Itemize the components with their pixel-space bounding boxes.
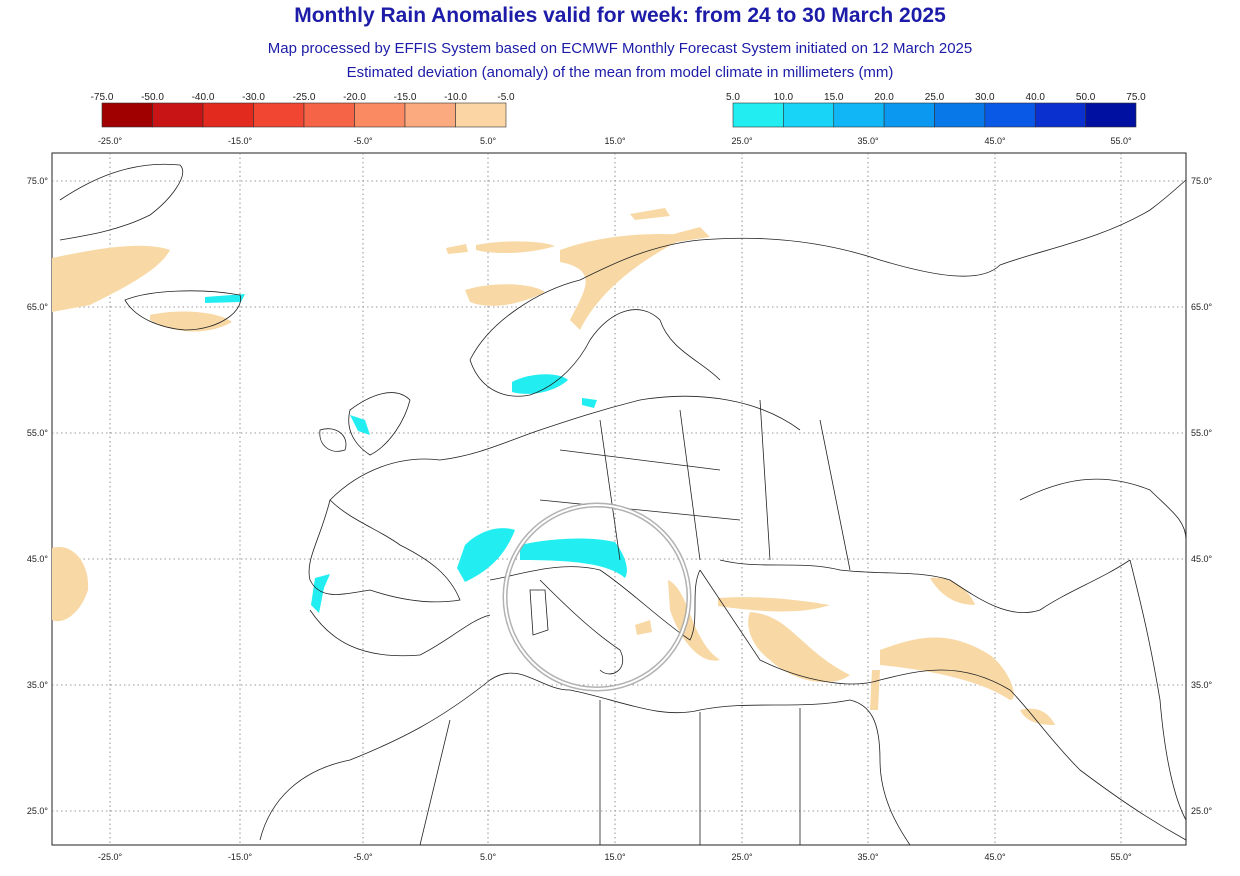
latitude-label: 75.0° — [27, 176, 49, 186]
legend-label: -5.0 — [497, 92, 515, 103]
legend-swatch — [1085, 102, 1137, 128]
longitude-label: 5.0° — [480, 852, 497, 862]
latitude-label: 25.0° — [1191, 806, 1213, 816]
title: Monthly Rain Anomalies valid for week: f… — [294, 4, 946, 27]
longitude-label: 15.0° — [604, 136, 626, 146]
legend-label: 20.0 — [874, 92, 894, 103]
legend-label: -15.0 — [394, 92, 417, 103]
legend-label: -20.0 — [343, 92, 366, 103]
legend-label: 75.0 — [1126, 92, 1146, 103]
legend-swatch — [404, 102, 456, 128]
latitude-label: 55.0° — [1191, 428, 1213, 438]
legend-swatch — [1034, 102, 1086, 128]
legend-swatch — [783, 102, 835, 128]
latitude-label: 75.0° — [1191, 176, 1213, 186]
legend-label: 5.0 — [726, 92, 740, 103]
legend-label: -50.0 — [141, 92, 164, 103]
latitude-label: 55.0° — [27, 428, 49, 438]
legend-swatch — [303, 102, 355, 128]
latitude-label: 35.0° — [1191, 680, 1213, 690]
longitude-label: 55.0° — [1110, 852, 1132, 862]
legend-swatch — [202, 102, 254, 128]
dry-anomalies — [52, 208, 1055, 725]
legend-swatch — [984, 102, 1036, 128]
longitude-label: 45.0° — [984, 852, 1006, 862]
latitude-label: 45.0° — [27, 554, 49, 564]
longitude-label: -5.0° — [353, 136, 373, 146]
legend-swatch — [934, 102, 986, 128]
latitude-label: 65.0° — [27, 302, 49, 312]
legend-label: 15.0 — [824, 92, 844, 103]
coastlines — [59, 163, 1187, 846]
longitude-label: -25.0° — [98, 136, 123, 146]
subtitle: Estimated deviation (anomaly) of the mea… — [347, 64, 894, 81]
legend-swatch — [253, 102, 305, 128]
legend-label: 10.0 — [774, 92, 794, 103]
longitude-label: 25.0° — [731, 852, 753, 862]
legend-swatch — [883, 102, 935, 128]
subtitle: Map processed by EFFIS System based on E… — [268, 40, 972, 57]
longitude-label: 15.0° — [604, 852, 626, 862]
legend-swatch — [152, 102, 204, 128]
legend-label: -40.0 — [192, 92, 215, 103]
legend-label: -10.0 — [444, 92, 467, 103]
legend-swatch — [455, 102, 507, 128]
legend-label: -75.0 — [91, 92, 114, 103]
latitude-label: 65.0° — [1191, 302, 1213, 312]
legend-label: 30.0 — [975, 92, 995, 103]
highlight-circle-inner — [504, 504, 690, 690]
wet-anomalies — [205, 294, 627, 613]
longitude-label: 35.0° — [857, 852, 879, 862]
longitude-label: 25.0° — [731, 136, 753, 146]
legend-swatch — [732, 102, 784, 128]
legend-label: -25.0 — [293, 92, 316, 103]
longitude-label: 55.0° — [1110, 136, 1132, 146]
map-area — [51, 152, 1187, 846]
legend-swatch — [101, 102, 153, 128]
latitude-label: 35.0° — [27, 680, 49, 690]
longitude-label: -15.0° — [228, 136, 253, 146]
legend-label: -30.0 — [242, 92, 265, 103]
longitude-label: -15.0° — [228, 852, 253, 862]
latitude-label: 45.0° — [1191, 554, 1213, 564]
legend-label: 50.0 — [1076, 92, 1096, 103]
legend-swatch — [354, 102, 406, 128]
longitude-label: -25.0° — [98, 852, 123, 862]
legend-swatch — [833, 102, 885, 128]
longitude-label: 35.0° — [857, 136, 879, 146]
legend-label: 25.0 — [925, 92, 945, 103]
longitude-label: -5.0° — [353, 852, 373, 862]
legend-label: 40.0 — [1026, 92, 1046, 103]
longitude-label: 45.0° — [984, 136, 1006, 146]
latitude-label: 25.0° — [27, 806, 49, 816]
longitude-label: 5.0° — [480, 136, 497, 146]
